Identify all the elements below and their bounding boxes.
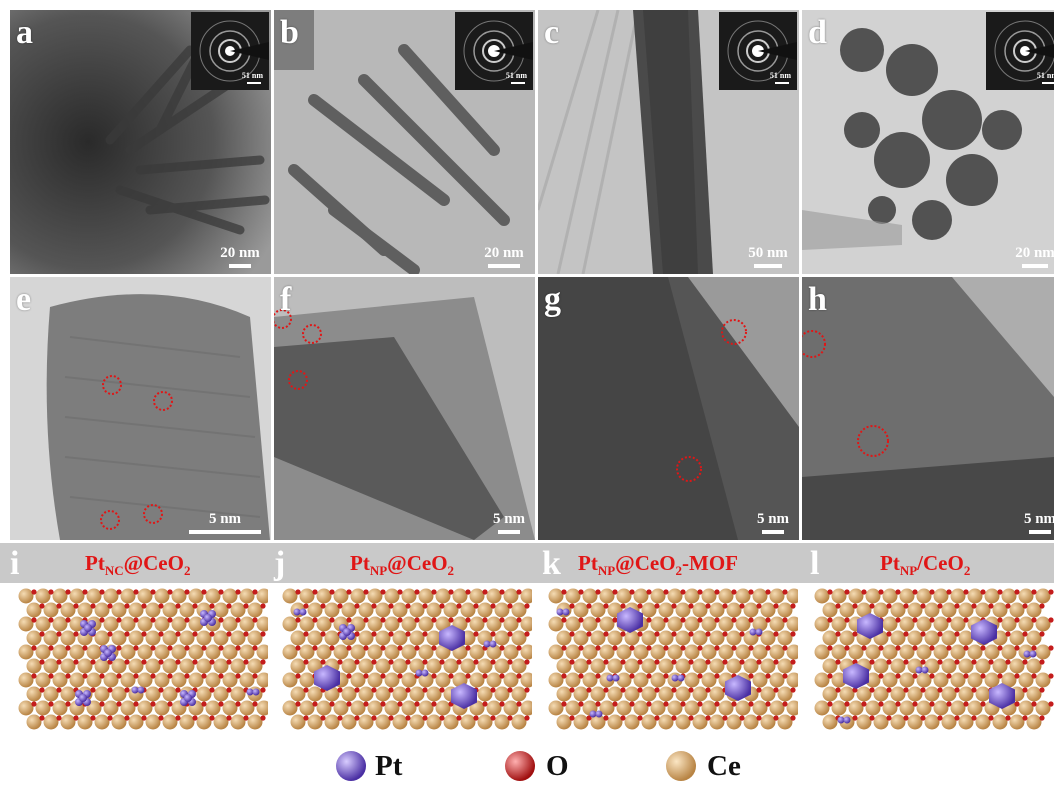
diffraction-pattern: [199, 20, 269, 82]
hrtem-panel-f: f 5 nm: [274, 277, 535, 540]
legend-label: Ce: [707, 750, 741, 782]
model-title-j: PtNP@CeO2: [350, 551, 455, 579]
scale-label: 5 nm: [1023, 511, 1054, 527]
inset-scale-label: 51 nm: [769, 71, 791, 80]
panel-letter: b: [280, 14, 299, 51]
scale-bar: 5 nm: [185, 512, 265, 534]
o-atoms: [561, 589, 796, 721]
saed-inset: 51 nm: [455, 12, 533, 90]
panel-letter: i: [10, 545, 20, 582]
inset-scale-bar: [247, 82, 261, 84]
model-title-l: PtNP/CeO2: [880, 551, 971, 579]
panel-letter: a: [16, 14, 33, 51]
legend-label: O: [546, 750, 569, 782]
legend-pt: Pt: [333, 746, 433, 786]
inset-scale-label: 51 nm: [1036, 71, 1054, 80]
saed-inset: 51 nm: [986, 12, 1054, 90]
tem-image-b: [274, 10, 535, 274]
particle-markers: [802, 330, 889, 457]
scale-bar: 20 nm: [1010, 246, 1054, 268]
scale-bar: 20 nm: [479, 246, 529, 268]
scale-label: 5 nm: [492, 511, 526, 527]
pt-clusters: [837, 613, 1037, 724]
scale-bar: 5 nm: [1020, 512, 1054, 534]
model-title-k: PtNP@CeO2-MOF: [578, 551, 739, 579]
particle-markers: [274, 309, 322, 390]
scale-label: 50 nm: [748, 245, 788, 261]
inset-scale-bar: [511, 82, 525, 84]
atomic-model-j: [282, 588, 532, 730]
hrtem-panel-g: g 5 nm: [538, 277, 799, 540]
scale-label: 20 nm: [220, 245, 260, 261]
inset-scale-bar: [775, 82, 789, 84]
scale-bar: 5 nm: [489, 512, 529, 534]
scale-label: 5 nm: [208, 511, 242, 527]
panel-letter: k: [542, 545, 561, 582]
panel-letter: j: [274, 545, 286, 582]
pt-atom-icon: [336, 751, 366, 781]
scale-label: 20 nm: [1015, 245, 1054, 261]
scale-label: 20 nm: [484, 245, 524, 261]
particle-markers: [676, 319, 747, 482]
diffraction-pattern: [463, 20, 533, 82]
tem-panel-a: a 51 nm 20 nm: [10, 10, 271, 274]
panel-letter: f: [280, 281, 292, 318]
scale-bar: 20 nm: [215, 246, 265, 268]
ce-atom-icon: [666, 751, 696, 781]
diffraction-pattern: [727, 20, 797, 82]
model-title-strip: [0, 543, 1054, 583]
panel-letter: d: [808, 14, 827, 51]
legend-ce: Ce: [663, 746, 783, 786]
ce-atoms: [814, 588, 1051, 730]
o-atom-icon: [505, 751, 535, 781]
tem-panel-c: c 51 nm 50 nm: [538, 10, 799, 274]
hrtem-image-f: [274, 277, 535, 540]
scale-label: 5 nm: [756, 511, 790, 527]
panel-letter: e: [16, 281, 32, 318]
legend-o: O: [502, 746, 592, 786]
tem-panel-b: b 51 nm 20 nm: [274, 10, 535, 274]
hrtem-image-g: [538, 277, 799, 540]
atomic-model-l: [814, 588, 1054, 730]
saed-inset: 51 nm: [719, 12, 797, 90]
panel-letter: g: [544, 281, 561, 318]
tem-panel-d: d 51 nm 20 nm: [802, 10, 1054, 274]
saed-inset: 51 nm: [191, 12, 269, 90]
ce-atoms: [548, 588, 798, 730]
panel-letter: h: [808, 281, 827, 318]
diffraction-pattern: [994, 20, 1054, 82]
ce-atoms: [18, 588, 268, 730]
hrtem-panel-e: e 5 nm: [10, 277, 271, 540]
model-title-i: PtNC@CeO2: [85, 551, 191, 579]
inset-scale-bar: [1042, 82, 1054, 84]
hrtem-image-e: [10, 277, 271, 540]
atomic-model-k: [548, 588, 798, 730]
atomic-model-i: [18, 588, 268, 730]
pt-clusters: [75, 610, 260, 706]
pt-clusters: [556, 607, 763, 718]
o-atoms: [827, 589, 1054, 721]
ce-atoms: [282, 588, 532, 730]
legend-label: Pt: [375, 750, 403, 782]
hrtem-panel-h: h 5 nm: [802, 277, 1054, 540]
pt-clusters: [293, 608, 497, 709]
inset-scale-label: 51 nm: [505, 71, 527, 80]
inset-scale-label: 51 nm: [241, 71, 263, 80]
tem-image-c: [538, 10, 799, 274]
o-atoms: [31, 589, 266, 721]
panel-letter: l: [810, 545, 820, 582]
scale-bar: 5 nm: [753, 512, 793, 534]
scale-bar: 50 nm: [743, 246, 793, 268]
hrtem-image-h: [802, 277, 1054, 540]
particle-markers: [100, 375, 173, 530]
panel-letter: c: [544, 14, 560, 51]
